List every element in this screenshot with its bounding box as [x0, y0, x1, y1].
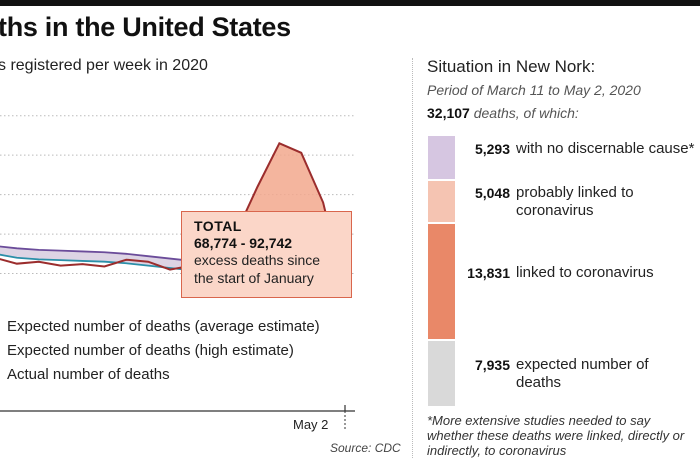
total-annotation: TOTAL 68,774 - 92,742 excess deaths sinc…: [181, 211, 352, 298]
segment-label-linked: linked to coronavirus: [516, 264, 654, 282]
bar-segment-expected: [428, 340, 455, 408]
bar-segment-no-cause: [428, 136, 455, 181]
x-tick-label-may-2: May 2: [293, 417, 329, 432]
bar-segment-probably-linked: [428, 180, 455, 224]
bar-segment-linked: [428, 223, 455, 341]
segment-label-expected: expected number of deaths: [516, 356, 649, 392]
top-rule: [0, 0, 700, 6]
total-line-2: the start of January: [194, 270, 314, 286]
segment-label-no-cause: with no discernable cause*: [516, 140, 695, 158]
legend-item-average: Expected number of deaths (average estim…: [7, 318, 320, 335]
source-note: Source: CDC: [330, 441, 401, 455]
total-line-1: excess deaths since: [194, 252, 321, 268]
legend-item-actual: Actual number of deaths: [7, 366, 170, 383]
segment-value-probably-linked: 5,048: [474, 185, 510, 202]
segment-value-linked: 13,831: [467, 265, 510, 282]
total-title: TOTAL: [194, 218, 242, 234]
sidebar-total-suffix: deaths, of which:: [469, 105, 579, 121]
legend: Expected number of deaths (average estim…: [7, 318, 320, 390]
legend-item-high: Expected number of deaths (high estimate…: [7, 342, 294, 359]
sidebar-total-number: 32,107: [427, 105, 470, 121]
total-range: 68,774 - 92,742: [194, 235, 293, 251]
segment-label-probably-linked: probably linked to coronavirus: [516, 184, 634, 220]
line-actual-deaths: [0, 142, 346, 294]
panel-divider: [412, 58, 413, 458]
chart-title: ths in the United States: [0, 12, 291, 42]
stacked-bar: [428, 136, 455, 408]
sidebar-title: Situation in New Nork:: [427, 57, 596, 76]
segment-value-expected: 7,935: [474, 357, 510, 374]
footnote: *More extensive studies needed to say wh…: [427, 413, 685, 458]
sidebar-period: Period of March 11 to May 2, 2020: [427, 82, 641, 98]
chart-subtitle: s registered per week in 2020: [0, 57, 208, 74]
segment-value-no-cause: 5,293: [474, 141, 510, 158]
estimate-band: [0, 246, 345, 294]
sidebar-total: 32,107 deaths, of which:: [427, 105, 579, 121]
